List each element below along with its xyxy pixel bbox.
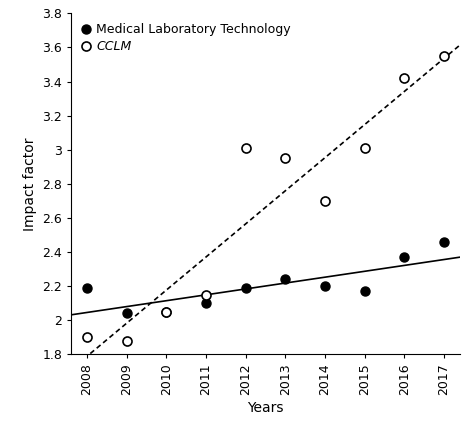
Medical Laboratory Technology <box>362 289 367 294</box>
Medical Laboratory Technology <box>243 285 248 291</box>
CCLM <box>243 145 248 151</box>
Line: Medical Laboratory Technology: Medical Laboratory Technology <box>82 237 448 318</box>
CCLM <box>401 75 407 81</box>
X-axis label: Years: Years <box>247 401 284 415</box>
Legend: Medical Laboratory Technology, CCLM: Medical Laboratory Technology, CCLM <box>77 19 294 57</box>
Line: CCLM: CCLM <box>82 51 448 345</box>
Y-axis label: Impact factor: Impact factor <box>23 137 36 231</box>
Medical Laboratory Technology <box>164 309 169 315</box>
CCLM <box>441 53 447 58</box>
CCLM <box>283 155 288 161</box>
Medical Laboratory Technology <box>322 284 328 289</box>
CCLM <box>322 198 328 204</box>
CCLM <box>84 335 90 340</box>
CCLM <box>203 292 209 297</box>
Medical Laboratory Technology <box>203 301 209 306</box>
CCLM <box>362 145 367 151</box>
Medical Laboratory Technology <box>84 285 90 291</box>
CCLM <box>124 338 129 343</box>
Medical Laboratory Technology <box>401 255 407 260</box>
CCLM <box>164 309 169 315</box>
Medical Laboratory Technology <box>441 239 447 245</box>
Medical Laboratory Technology <box>283 277 288 282</box>
Medical Laboratory Technology <box>124 311 129 316</box>
